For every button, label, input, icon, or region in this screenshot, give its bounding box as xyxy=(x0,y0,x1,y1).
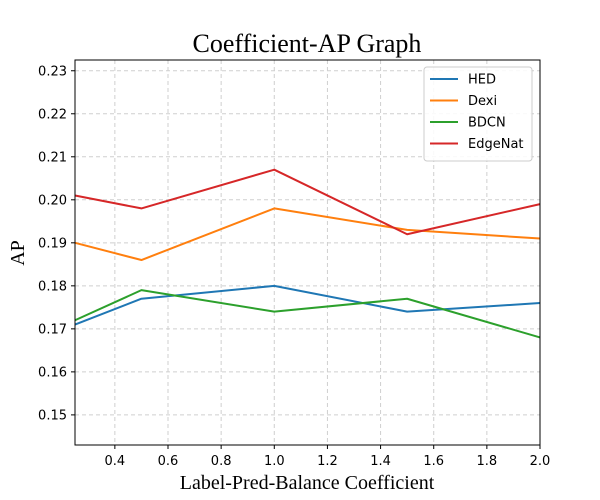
x-tick-label: 1.2 xyxy=(317,454,338,469)
legend-label-edgenat: EdgeNat xyxy=(468,137,524,152)
legend-label-bdcn: BDCN xyxy=(468,116,506,131)
x-tick-label: 2.0 xyxy=(530,454,551,469)
y-tick-label: 0.21 xyxy=(38,150,67,165)
x-tick-label: 0.4 xyxy=(105,454,126,469)
legend: HED Dexi BDCN EdgeNat xyxy=(423,66,533,162)
y-tick-label: 0.19 xyxy=(38,236,67,251)
y-tick-label: 0.17 xyxy=(38,322,67,337)
legend-label-hed: HED xyxy=(468,73,496,88)
series-line-bdcn xyxy=(74,289,541,339)
x-tick-label: 0.6 xyxy=(158,454,179,469)
x-tick-label: 1.4 xyxy=(370,454,391,469)
x-tick-label: 1.8 xyxy=(477,454,498,469)
x-tick-label: 1.0 xyxy=(264,454,285,469)
y-axis-label: AP xyxy=(7,240,29,266)
y-tick-label: 0.20 xyxy=(38,193,67,208)
x-tick-label: 1.6 xyxy=(423,454,444,469)
y-tick-label: 0.18 xyxy=(38,279,67,294)
plot-area-frame xyxy=(74,59,541,446)
y-tick-label: 0.22 xyxy=(38,107,67,122)
y-tick-label: 0.15 xyxy=(38,408,67,423)
series-line-hed xyxy=(74,284,541,326)
y-tick-label: 0.23 xyxy=(38,64,67,79)
x-tick-label: 0.8 xyxy=(211,454,232,469)
tick-layer: 0.4 0.6 0.8 1.0 1.2 1.4 1.6 1.8 2.0 0.15 0.16 0.17 0… xyxy=(38,64,550,469)
series-line-dexi xyxy=(74,207,541,262)
legend-label-dexi: Dexi xyxy=(468,94,497,109)
series-layer xyxy=(74,168,541,339)
y-tick-label: 0.16 xyxy=(38,365,67,380)
chart-title: Coefficient-AP Graph xyxy=(193,29,422,58)
legend-box xyxy=(423,66,533,162)
x-axis-label: Label-Pred-Balance Coefficient xyxy=(180,472,435,494)
series-line-edgenat xyxy=(74,168,541,236)
